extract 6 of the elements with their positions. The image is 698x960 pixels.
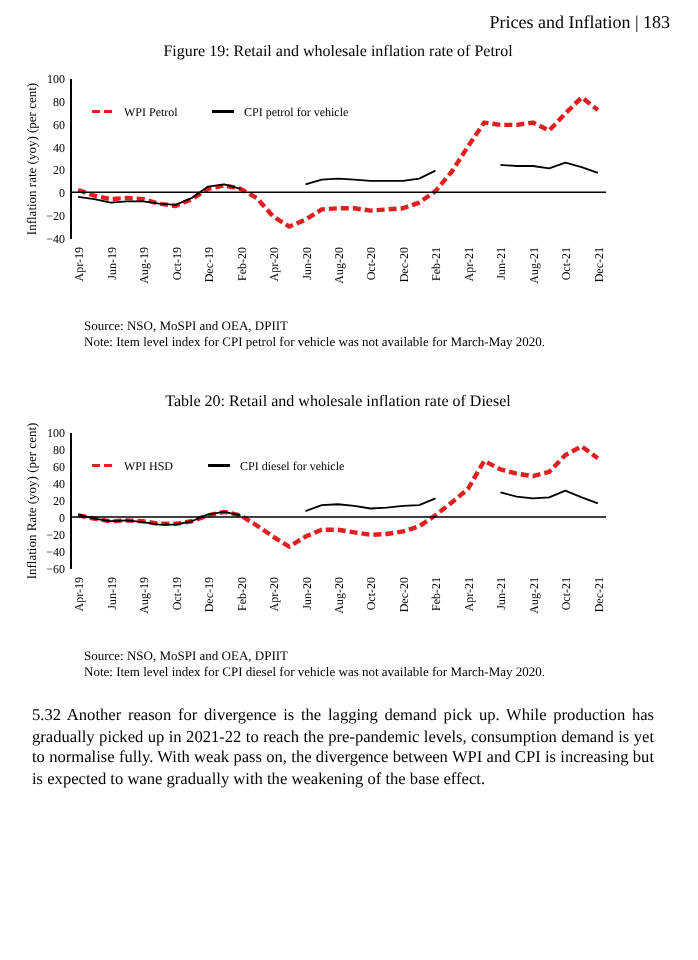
chart-title: Table 20: Retail and wholesale inflation rate of Diesel — [165, 391, 513, 410]
chart-title: Figure 19: Retail and wholesale inflation rate of Petrol — [163, 42, 515, 60]
line-series — [75, 95, 601, 229]
line-series — [75, 444, 601, 549]
text: 5.32 Another reason for divergence is the lagging demand pick up. While production has gradually picked up in 2021-22 to reach the pre-pandemic levels, consumption demand is yet to normalise fully. With weak pass on, the divergence between WPI and CPI is increasing but is expected to wane gradually with the weakening of the base effect. — [32, 706, 654, 790]
text: Prices and Inflation | 183 — [487, 10, 672, 36]
